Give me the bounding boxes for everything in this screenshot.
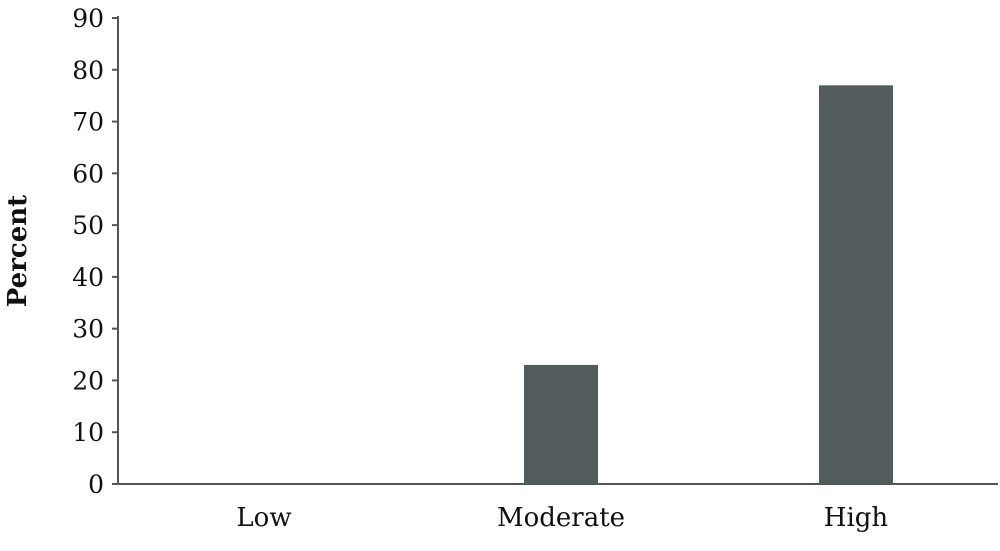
y-axis-title: Percent [3,195,33,307]
y-tick-label: 0 [88,470,104,499]
y-tick-label: 10 [72,418,104,447]
y-tick-label: 30 [72,315,104,344]
x-tick-label-moderate: Moderate [497,503,625,533]
x-tick-label-high: High [824,503,889,533]
y-tick-label: 80 [72,56,104,85]
bar-high [819,85,893,485]
y-tick-label: 40 [72,263,104,292]
y-tick-label: 50 [72,211,104,240]
y-tick-label: 90 [72,4,104,33]
x-tick-label-low: Low [236,503,291,533]
bar-moderate [524,364,598,484]
bars [524,85,893,485]
y-axis-ticks: 0 10 20 30 40 50 60 70 80 90 [72,4,118,499]
x-axis-labels: Low Moderate High [236,503,888,533]
y-tick-label: 20 [72,366,104,395]
y-tick-label: 70 [72,108,104,137]
y-tick-label: 60 [72,159,104,188]
